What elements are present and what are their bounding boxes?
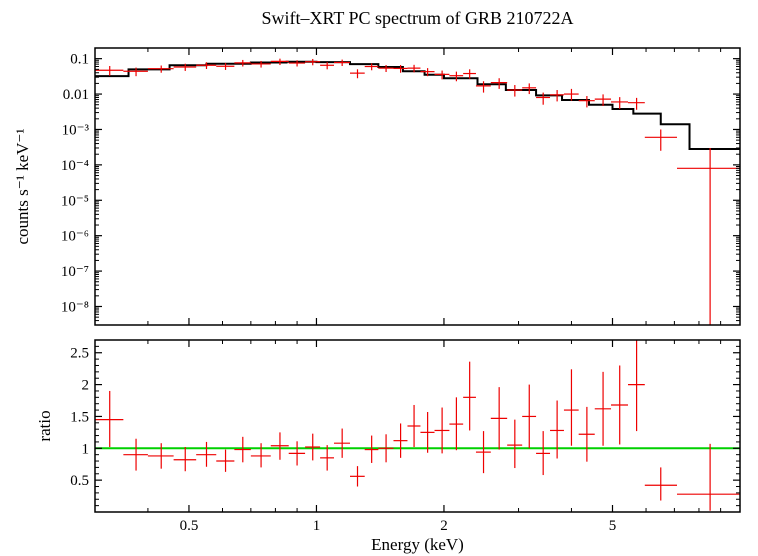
ybot-tick-label: 1.5 — [70, 409, 89, 425]
ytop-tick-label: 10⁻³ — [62, 122, 90, 138]
top-panel-frame — [95, 48, 740, 325]
top-panel-content — [95, 59, 740, 325]
ybot-tick-label: 1 — [82, 441, 90, 457]
chart-title: Swift–XRT PC spectrum of GRB 210722A — [261, 8, 573, 28]
x-tick-label: 0.5 — [180, 518, 199, 534]
ybot-axis-label: ratio — [35, 410, 54, 441]
chart-container: Swift–XRT PC spectrum of GRB 210722A 0.5 1… — [0, 0, 758, 556]
ytop-tick-label: 10⁻⁵ — [61, 193, 89, 209]
x-tick-label: 5 — [609, 518, 617, 534]
ytop-tick-label: 10⁻⁴ — [61, 158, 89, 174]
ybot-tick-label: 2 — [82, 378, 90, 394]
ybot-tick-label: 0.5 — [70, 473, 89, 489]
ytop-tick-label: 10⁻⁸ — [61, 299, 89, 315]
x-tick-label: 1 — [313, 518, 321, 534]
x-tick-label: 2 — [440, 518, 448, 534]
ytop-tick-label: 10⁻⁷ — [61, 264, 89, 280]
ytop-tick-label: 0.01 — [63, 87, 89, 103]
ybot-tick-label: 2.5 — [70, 346, 89, 362]
ytop-axis-label: counts s⁻¹ keV⁻¹ — [13, 129, 32, 245]
model-line — [95, 62, 740, 149]
chart-svg: Swift–XRT PC spectrum of GRB 210722A 0.5 1… — [0, 0, 758, 556]
x-axis-label: Energy (keV) — [371, 535, 464, 554]
ytop-tick-label: 10⁻⁶ — [61, 229, 89, 245]
ytop-tick-label: 0.1 — [70, 52, 89, 68]
bottom-panel-content — [95, 340, 740, 511]
